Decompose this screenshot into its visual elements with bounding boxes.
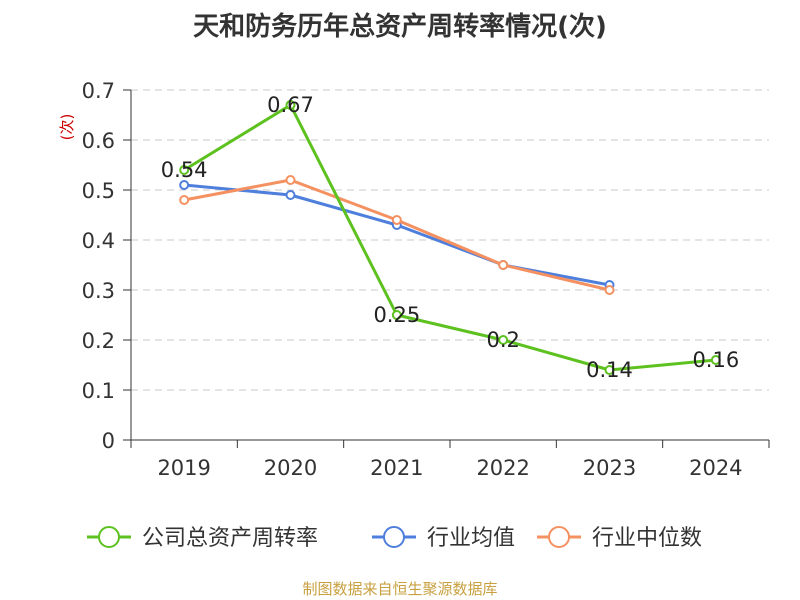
y-axis-label: (次) (58, 114, 76, 141)
data-label: 0.25 (373, 303, 420, 327)
x-tick-label: 2024 (689, 456, 742, 480)
data-point (285, 100, 296, 110)
data-point (391, 310, 402, 320)
legend-marker (548, 526, 570, 548)
y-tick-label: 0.7 (82, 79, 115, 103)
legend-marker (98, 526, 120, 548)
series-lines (179, 100, 721, 375)
data-point (498, 260, 509, 270)
x-tick-label: 2023 (583, 456, 636, 480)
data-label: 0.54 (161, 158, 208, 182)
data-label: 0.14 (586, 358, 633, 382)
data-point (498, 335, 509, 345)
chart-title: 天和防务历年总资产周转率情况(次) (193, 12, 607, 42)
data-label: 0.2 (486, 328, 519, 352)
y-tick-label: 0.3 (82, 279, 115, 303)
y-tick-labels: 0 0.1 0.2 0.3 0.4 0.5 0.6 0.7 (82, 79, 115, 453)
series-line (184, 183, 610, 287)
data-label: 0.16 (692, 348, 739, 372)
data-point (179, 165, 190, 175)
y-tick-label: 0.1 (82, 379, 115, 403)
y-tick-label: 0.2 (82, 329, 115, 353)
y-tick-label: 0.4 (82, 229, 115, 253)
legend-label: 公司总资产周转率 (142, 526, 318, 551)
legend: 公司总资产周转率 行业均值 行业中位数 (87, 526, 702, 551)
y-tick-label: 0.6 (82, 129, 115, 153)
series-line (183, 178, 610, 292)
data-point (604, 365, 615, 375)
legend-label: 行业中位数 (592, 526, 702, 551)
data-point (710, 355, 721, 365)
data-point (179, 195, 190, 205)
axes (123, 89, 770, 448)
data-point (285, 175, 296, 185)
gridlines (131, 89, 769, 391)
source-note: 制图数据来自恒生聚源数据库 (302, 580, 498, 598)
data-point (604, 285, 615, 295)
x-tick-label: 2020 (264, 456, 317, 480)
legend-marker (383, 526, 405, 548)
y-tick-label: 0.5 (82, 179, 115, 203)
series-line (183, 103, 716, 372)
x-tick-label: 2021 (370, 456, 423, 480)
data-labels: 0.54 0.67 0.25 0.2 0.14 0.16 (161, 93, 739, 382)
x-tick-label: 2019 (157, 456, 210, 480)
y-tick-label: 0 (102, 429, 115, 453)
x-tick-labels: 2019 2020 2021 2022 2023 2024 (157, 456, 742, 480)
legend-label: 行业均值 (427, 526, 515, 551)
x-tick-label: 2022 (476, 456, 529, 480)
data-point (285, 190, 296, 200)
data-label: 0.67 (267, 93, 314, 117)
data-point (179, 180, 190, 190)
data-point (391, 215, 402, 225)
